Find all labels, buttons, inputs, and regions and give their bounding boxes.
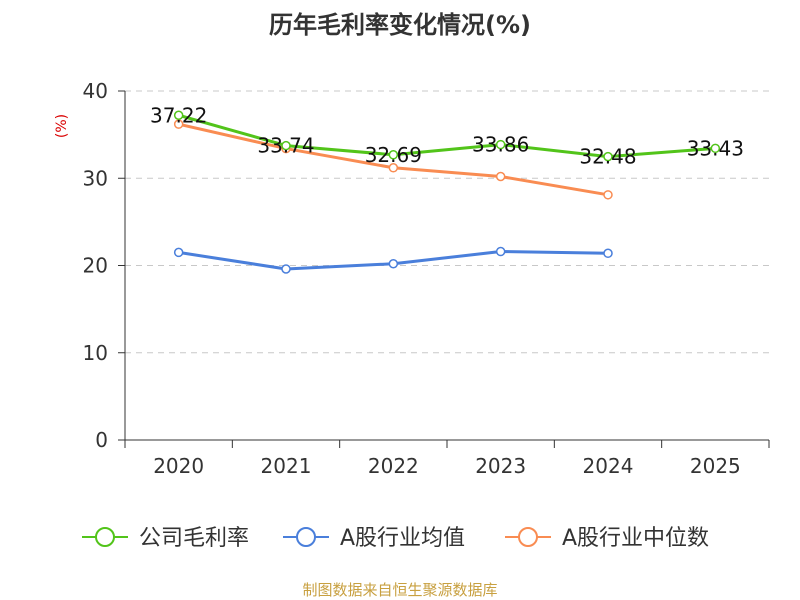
data-point [603, 151, 613, 162]
legend-marker [518, 527, 538, 547]
data-point [388, 150, 399, 160]
data-point [173, 119, 184, 129]
data-label: 32.69 [365, 143, 422, 167]
y-tick-label: 30 [83, 166, 108, 190]
y-tick-label: 40 [83, 79, 108, 103]
legend-marker [95, 527, 115, 547]
data-label: 33.74 [257, 134, 314, 158]
data-point [710, 143, 721, 154]
data-point [173, 247, 184, 258]
gridlines [125, 90, 769, 354]
chart-title: 历年毛利率变化情况(%) [269, 11, 531, 39]
data-point [603, 190, 613, 200]
data-label: 33.86 [472, 133, 529, 157]
x-tick-label: 2020 [153, 454, 204, 478]
legend-label: A股行业均值 [340, 526, 465, 551]
legend-label: A股行业中位数 [562, 526, 709, 551]
data-point [495, 139, 506, 150]
x-tick-label: 2024 [583, 454, 634, 478]
axes [118, 90, 770, 448]
data-point [281, 264, 291, 274]
data-point [495, 246, 506, 257]
legend-marker [296, 527, 316, 547]
data-label: 33.43 [687, 136, 744, 160]
y-axis-label: (%) [54, 114, 70, 138]
data-point [173, 110, 184, 121]
x-tick-label: 2022 [368, 454, 419, 478]
y-tick-label: 20 [83, 254, 108, 278]
tick-labels: 0 10 20 30 40 2020 2021 2022 2023 2024 2025 [83, 79, 741, 478]
data-point [495, 171, 506, 182]
y-tick-label: 0 [95, 428, 108, 452]
x-tick-label: 2025 [690, 454, 741, 478]
legend: 公司毛利率 A股行业均值 A股行业中位数 [82, 526, 709, 551]
y-tick-label: 10 [83, 341, 108, 365]
series-points [173, 110, 721, 274]
data-point [388, 163, 399, 173]
data-point [388, 259, 399, 269]
data-label: 32.48 [579, 145, 636, 169]
data-labels: 37.22 33.74 32.69 33.86 32.48 33.43 [150, 103, 744, 168]
data-point [281, 140, 291, 151]
legend-label: 公司毛利率 [139, 526, 249, 551]
x-tick-label: 2023 [475, 454, 526, 478]
series-line-0 [177, 113, 717, 159]
source-note: 制图数据来自恒生聚源数据库 [302, 581, 497, 599]
data-label: 37.22 [150, 103, 207, 127]
x-tick-label: 2021 [261, 454, 312, 478]
data-point [603, 248, 613, 259]
